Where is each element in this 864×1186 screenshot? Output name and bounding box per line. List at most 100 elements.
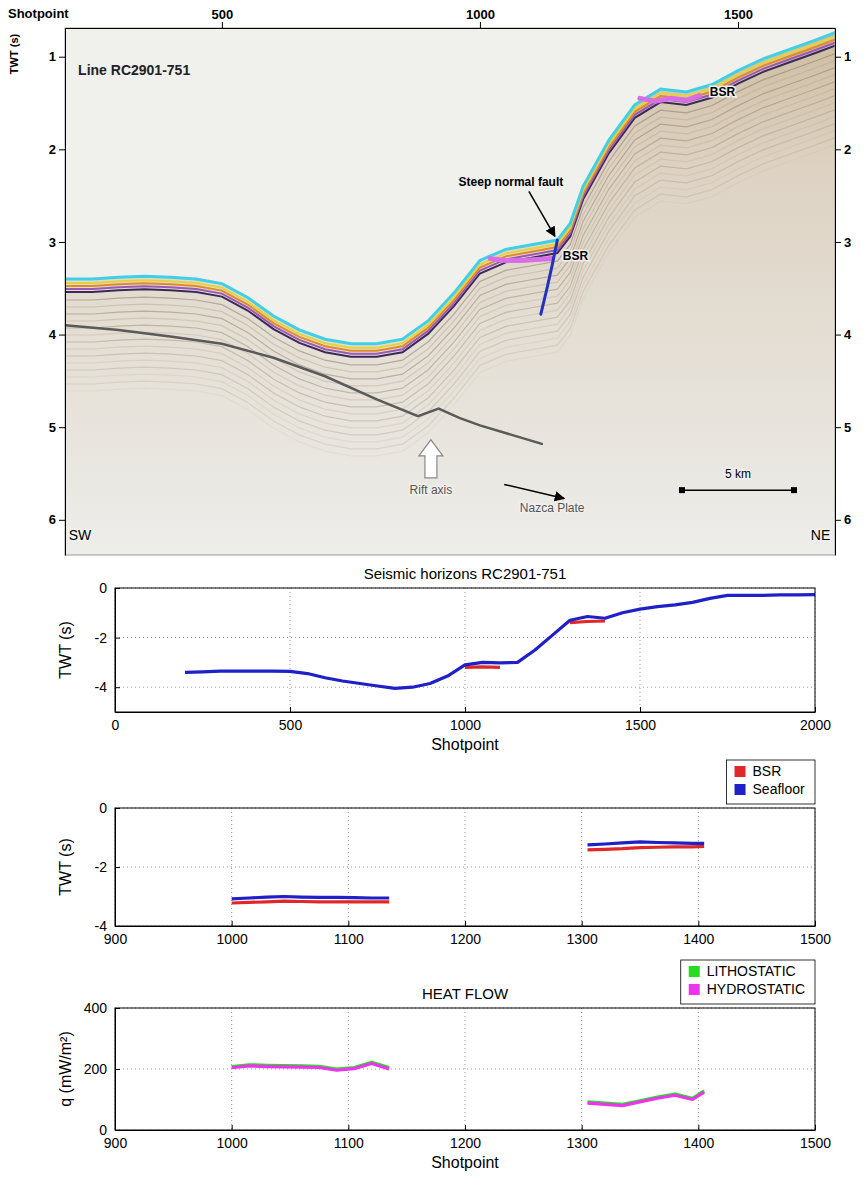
y-axis-tick-mark [115, 926, 120, 927]
bsr [640, 96, 699, 102]
x-grid-line [465, 808, 466, 926]
x-axis-tick-label: 1100 [334, 931, 364, 947]
x-grid-line [290, 588, 291, 712]
y-axis-title: TWT (s) [57, 838, 74, 895]
legend-box [681, 960, 815, 1004]
x-axis-tick-label: 900 [104, 931, 128, 947]
x-axis-tick-label: 500 [212, 7, 234, 22]
x-axis-tick-label: 1400 [683, 1135, 714, 1151]
plot-area [65, 28, 835, 555]
x-axis-tick-mark [465, 921, 466, 926]
y-axis-tick: 3 [49, 235, 65, 250]
x-axis-tick: 500 [212, 7, 234, 28]
plot-background [115, 808, 815, 926]
y-grid-line [115, 637, 815, 638]
x-axis-line [116, 1130, 816, 1131]
x-axis-tick: 1400 [683, 1125, 714, 1151]
y2-axis-tick: 1 [835, 49, 851, 64]
seafloor-reflector [65, 46, 835, 357]
annotation-label: Steep normal fault [459, 175, 564, 189]
legend: BSRSeafloor [727, 760, 815, 804]
legend-label: BSR [753, 763, 782, 779]
y-axis-tick: -4 [95, 679, 120, 695]
x-axis-tick-mark [815, 921, 816, 926]
chart-title: HEAT FLOW [422, 985, 509, 1002]
seafloor-reflector [65, 43, 835, 354]
x-axis-tick: 1200 [450, 921, 481, 947]
y-axis: 123456 [49, 29, 66, 556]
x-axis-tick-label: 1500 [724, 7, 753, 22]
legend-swatch [735, 784, 746, 795]
sub-reflector [65, 110, 835, 421]
plot-background [115, 1008, 815, 1130]
annotation-label: 5 km [725, 467, 751, 481]
legend-swatch [689, 984, 700, 995]
y-axis-tick-mark [115, 638, 120, 639]
y-axis-tick-label: 5 [49, 420, 56, 435]
y-axis-tick-label: 4 [49, 327, 57, 342]
y-axis-tick-mark [115, 588, 120, 589]
y2-axis-tick-label: 1 [844, 49, 851, 64]
y-axis: -4-20 [95, 580, 120, 713]
y2-axis-line [835, 29, 836, 556]
section-background [65, 28, 835, 555]
x-axis-tick-label: 1400 [683, 931, 714, 947]
x-axis-tick: 1000 [217, 921, 248, 947]
x-axis: 0500100015002000 [112, 707, 832, 733]
x-axis: 500 1000 1500 [66, 7, 836, 29]
series-line [232, 842, 705, 899]
chart-panel: 0500100015002000-4-20Seismic horizons RC… [57, 565, 831, 753]
x-grid-line [581, 1008, 582, 1130]
y-grid-line [115, 1069, 815, 1070]
y-axis-tick: 1 [49, 49, 65, 64]
x-axis-line [66, 28, 836, 29]
y-grid-line [115, 687, 815, 688]
x-axis-tick: 500 [279, 707, 303, 733]
plot-area [232, 842, 705, 903]
fault [541, 240, 558, 314]
x-axis-tick-mark [698, 921, 699, 926]
x-axis-tick-mark [348, 1125, 349, 1130]
y-axis-tick: 5 [49, 420, 65, 435]
x-axis-tick: 1500 [724, 7, 753, 28]
sub-reflector [65, 96, 835, 407]
chart-panel: 900100011001200130014001500-4-20TWT (s)B… [57, 760, 831, 947]
y-axis-tick-mark [59, 427, 65, 428]
x-axis-tick-label: 1200 [450, 1135, 481, 1151]
y-axis-tick-label: 2 [49, 142, 56, 157]
x-axis-tick-mark [698, 1125, 699, 1130]
x-axis: 900 1000 1100 1200 1300 1400 1500 [104, 921, 831, 947]
y-axis-tick-label: 0 [99, 800, 107, 816]
y-axis-tick-mark [59, 57, 65, 58]
legend-label: HYDROSTATIC [707, 981, 805, 997]
y2-axis-tick-mark [835, 242, 841, 243]
grid [115, 808, 815, 926]
x-axis-tick-mark [348, 921, 349, 926]
x-axis-tick-mark [582, 1125, 583, 1130]
y-axis-tick-label: -2 [95, 859, 108, 875]
legend-label: LITHOSTATIC [707, 963, 796, 979]
x-axis-tick: 1300 [567, 921, 598, 947]
sub-reflector [65, 54, 835, 365]
x-axis-tick-label: 500 [279, 717, 303, 733]
sub-reflector [65, 82, 835, 393]
x-axis-tick: 1000 [466, 7, 495, 28]
y-axis-tick-mark [115, 867, 120, 868]
sub-reflector [65, 131, 835, 442]
x-axis-tick: 1300 [567, 1125, 598, 1151]
y-axis-tick-label: 0 [99, 580, 107, 596]
y-axis-tick-mark [59, 242, 65, 243]
y-axis-tick: 200 [84, 1061, 120, 1077]
x-axis-tick-label: 900 [104, 1135, 128, 1151]
legend-box [727, 760, 815, 804]
y-axis-tick-mark [115, 1008, 120, 1009]
rift-axis-arrow [419, 440, 443, 478]
seismic-panel: 50010001500123456123456ShotpointTWT (s)L… [8, 6, 852, 556]
figure: 50010001500123456123456ShotpointTWT (s)L… [0, 0, 864, 1186]
y2-axis-tick-mark [835, 57, 841, 58]
y2-axis-tick: 6 [835, 512, 851, 527]
y-axis-tick-mark [115, 808, 120, 809]
x-axis-tick: 1500 [800, 921, 831, 947]
y-axis-tick: -2 [95, 859, 120, 875]
legend-swatch [689, 966, 700, 977]
